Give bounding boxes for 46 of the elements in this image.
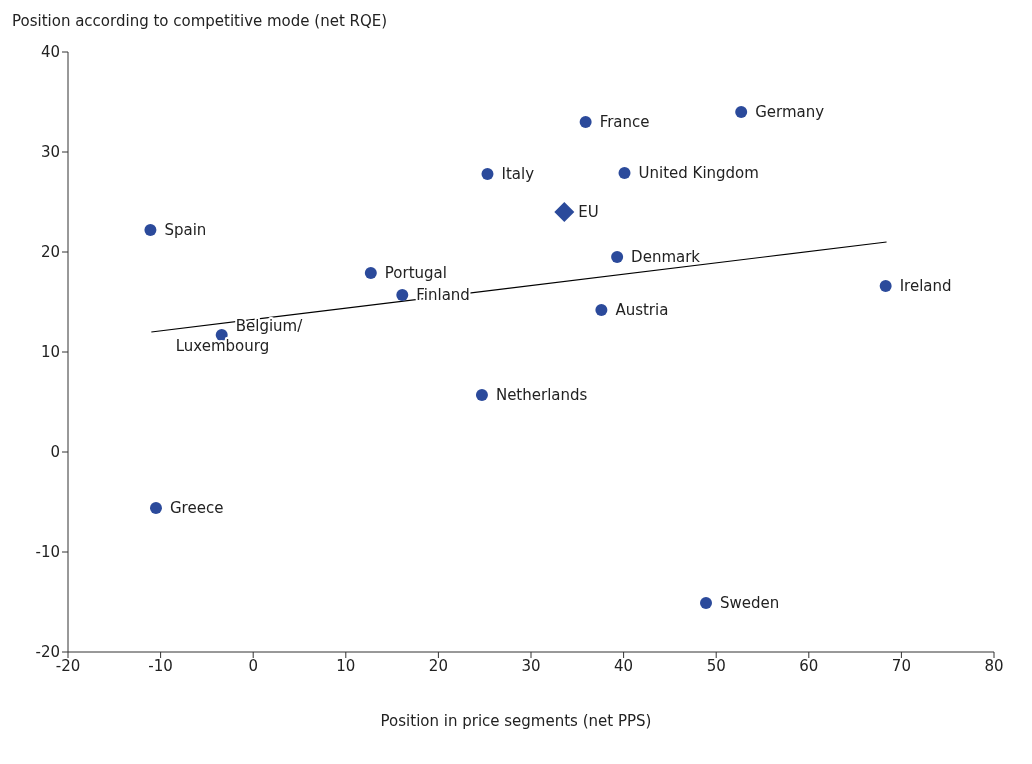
point [579,116,592,128]
x-tick-label: 80 [984,656,1004,675]
point [735,106,748,118]
annotation: Italy [501,164,535,183]
y-tick-label: 40 [40,43,60,62]
annotation: Denmark [631,247,701,266]
y-axis-title: Position according to competitive mode (net RQE) [11,11,389,32]
x-tick-label: 0 [248,656,258,675]
x-tick-label: 30 [521,656,541,675]
annotation: Belgium/Luxembourg [175,316,304,355]
point [611,251,624,263]
y-tick-label: -10 [35,543,60,562]
x-tick-label: 70 [891,656,911,675]
annotation: Ireland [899,276,952,295]
point [149,502,162,514]
annotation: EU [578,202,599,221]
point [595,304,608,316]
y-tick-label: 30 [40,143,60,162]
y-tick-label: 0 [50,443,60,462]
x-tick-label: -10 [148,656,173,675]
annotation: Spain [164,220,207,239]
x-axis-title: Position in price segments (net PPS) [379,711,653,730]
annotation: United Kingdom [638,163,759,182]
annotation: Austria [615,300,669,319]
point [144,224,157,236]
annotation: Portugal [384,263,447,282]
x-tick-label: 50 [706,656,726,675]
point [396,289,409,301]
annotation: France [599,112,650,131]
y-tick-label: 20 [40,243,60,262]
point [700,597,713,609]
point [475,389,488,401]
x-tick-label: 10 [336,656,356,675]
y-tick-label: 10 [40,343,60,362]
annotation: Greece [169,498,224,517]
point [618,167,631,179]
x-tick-label: 40 [614,656,634,675]
point [364,267,377,279]
x-tick-label: 60 [799,656,819,675]
point [554,202,575,222]
x-tick-label: 20 [428,656,448,675]
annotation: Sweden [720,593,780,612]
annotation: Germany [755,102,825,121]
point [481,168,494,180]
point [879,280,892,292]
annotation: Netherlands [495,385,588,404]
